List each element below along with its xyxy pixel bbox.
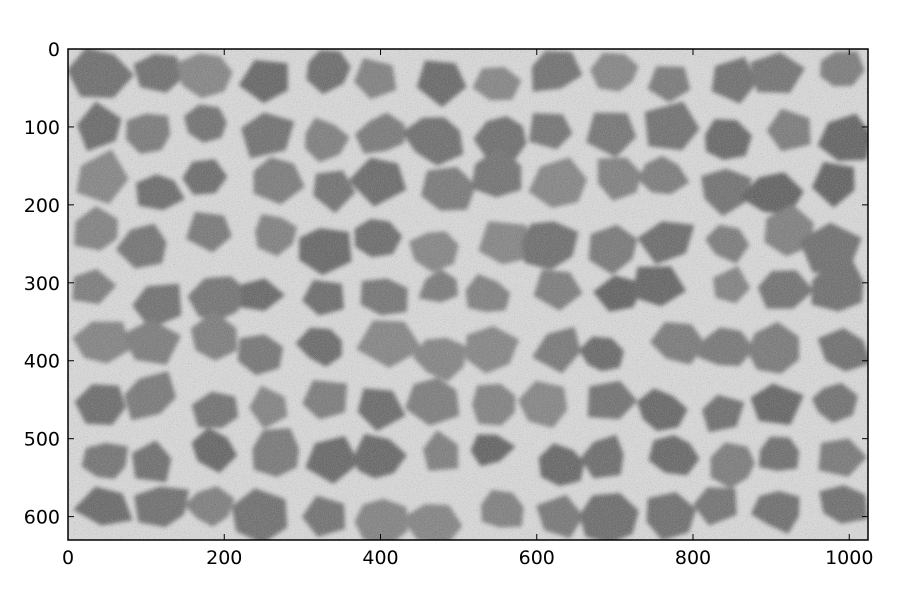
y-tick-label: 600	[24, 507, 60, 529]
x-tick-label: 800	[675, 547, 711, 569]
y-tick-label: 100	[24, 117, 60, 139]
y-tick-label: 300	[24, 273, 60, 295]
x-tick-label: 0	[62, 547, 74, 569]
x-tick-label: 400	[362, 547, 398, 569]
y-tick-label: 0	[48, 39, 60, 61]
x-axis: 0 200 400 600 800 1000	[62, 49, 873, 569]
y-tick-label: 500	[24, 429, 60, 451]
y-tick-label: 200	[24, 195, 60, 217]
x-tick-label: 200	[206, 547, 242, 569]
y-tick-label: 400	[24, 351, 60, 373]
x-tick-label: 600	[519, 547, 555, 569]
plot-frame	[67, 48, 869, 541]
x-tick-label: 1000	[825, 547, 873, 569]
microscopy-image	[68, 49, 868, 540]
y-axis: 0 100 200 300 400 500 600	[24, 39, 868, 529]
